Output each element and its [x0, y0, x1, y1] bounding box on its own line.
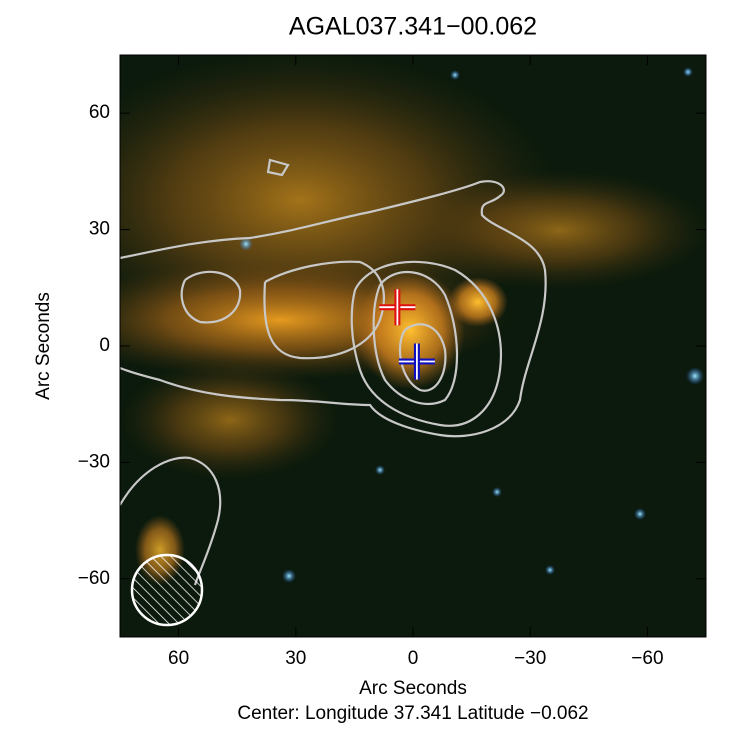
- y-axis-label: Arc Seconds: [33, 292, 54, 400]
- subtitle: Center: Longitude 37.341 Latitude −0.062: [237, 703, 588, 724]
- x-tick-label: 0: [408, 648, 419, 669]
- image: [120, 55, 706, 637]
- y-tick-label: −60: [78, 568, 110, 589]
- y-tick-label: 60: [89, 102, 110, 123]
- x-tick-label: −60: [631, 648, 663, 669]
- chart-title: AGAL037.341−00.062: [289, 13, 537, 41]
- y-tick-label: 0: [99, 335, 110, 356]
- x-tick-label: 30: [285, 648, 306, 669]
- source-marker: [379, 289, 416, 326]
- y-tick-label: 30: [89, 219, 110, 240]
- source-marker: [398, 343, 435, 380]
- x-tick-label: −30: [514, 648, 546, 669]
- x-axis-label: Arc Seconds: [359, 678, 467, 699]
- beam: [130, 553, 204, 627]
- y-tick-label: −30: [78, 451, 110, 472]
- x-tick-label: 60: [168, 648, 189, 669]
